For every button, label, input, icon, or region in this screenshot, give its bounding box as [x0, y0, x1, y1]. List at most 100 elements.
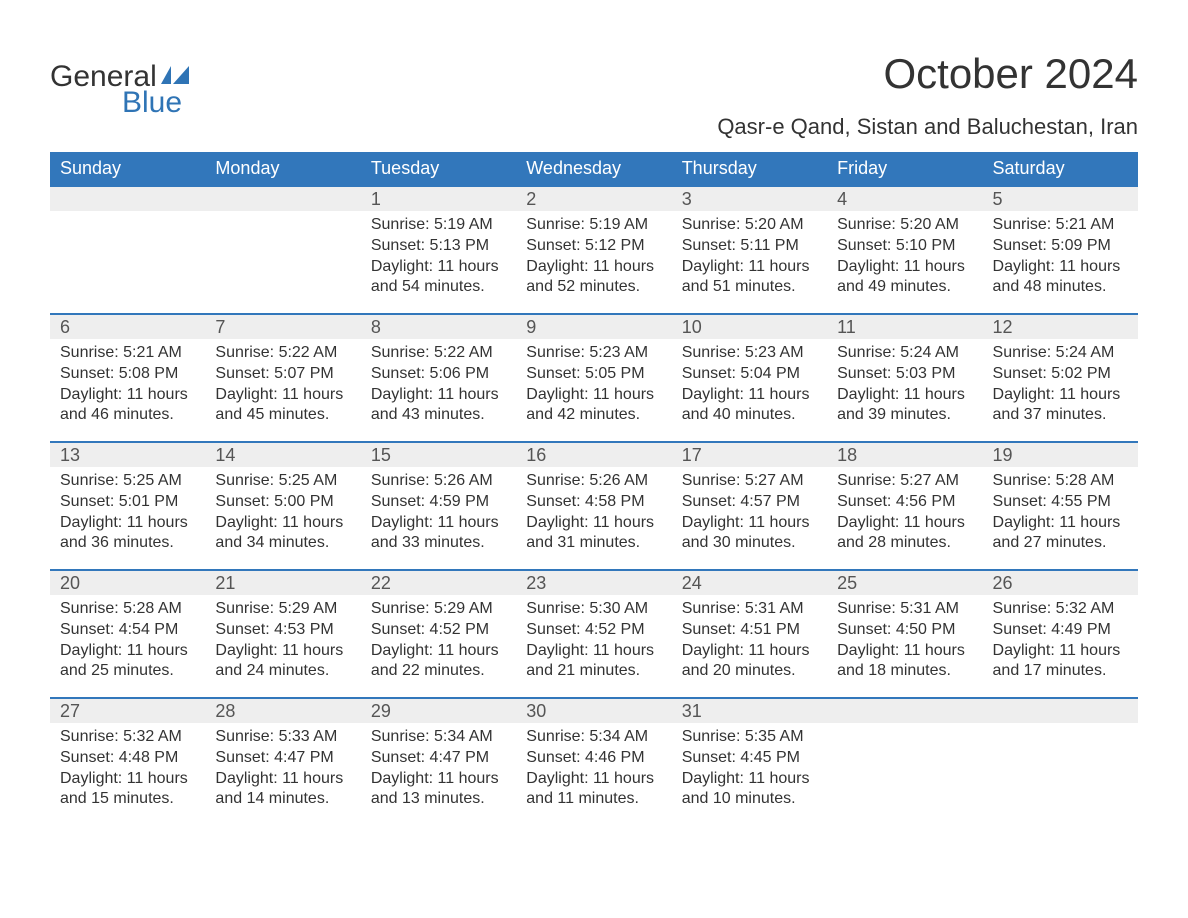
day-number: 1: [361, 187, 516, 211]
day-content: Sunrise: 5:28 AMSunset: 4:54 PMDaylight:…: [50, 595, 205, 690]
day-number: 18: [827, 443, 982, 467]
day-number: 11: [827, 315, 982, 339]
sunset-text: Sunset: 5:12 PM: [526, 236, 661, 257]
day-cell: 8Sunrise: 5:22 AMSunset: 5:06 PMDaylight…: [361, 315, 516, 441]
day-cell: [827, 699, 982, 825]
sunrise-text: Sunrise: 5:34 AM: [526, 727, 661, 748]
daylight-text: Daylight: 11 hours and 37 minutes.: [993, 385, 1128, 427]
daylight-text: Daylight: 11 hours and 33 minutes.: [371, 513, 506, 555]
day-cell: 30Sunrise: 5:34 AMSunset: 4:46 PMDayligh…: [516, 699, 671, 825]
day-cell: 12Sunrise: 5:24 AMSunset: 5:02 PMDayligh…: [983, 315, 1138, 441]
daylight-text: Daylight: 11 hours and 43 minutes.: [371, 385, 506, 427]
day-number: 29: [361, 699, 516, 723]
day-content: Sunrise: 5:29 AMSunset: 4:52 PMDaylight:…: [361, 595, 516, 690]
day-number: 20: [50, 571, 205, 595]
sunset-text: Sunset: 4:55 PM: [993, 492, 1128, 513]
day-number: 13: [50, 443, 205, 467]
day-header: Tuesday: [361, 152, 516, 185]
daylight-text: Daylight: 11 hours and 49 minutes.: [837, 257, 972, 299]
daylight-text: Daylight: 11 hours and 36 minutes.: [60, 513, 195, 555]
day-number: 2: [516, 187, 671, 211]
day-number: 10: [672, 315, 827, 339]
sunset-text: Sunset: 5:10 PM: [837, 236, 972, 257]
day-content: Sunrise: 5:24 AMSunset: 5:02 PMDaylight:…: [983, 339, 1138, 434]
day-content: Sunrise: 5:25 AMSunset: 5:01 PMDaylight:…: [50, 467, 205, 562]
sunset-text: Sunset: 5:01 PM: [60, 492, 195, 513]
day-cell: [50, 187, 205, 313]
daylight-text: Daylight: 11 hours and 10 minutes.: [682, 769, 817, 811]
sunset-text: Sunset: 4:59 PM: [371, 492, 506, 513]
day-cell: 26Sunrise: 5:32 AMSunset: 4:49 PMDayligh…: [983, 571, 1138, 697]
daylight-text: Daylight: 11 hours and 13 minutes.: [371, 769, 506, 811]
daylight-text: Daylight: 11 hours and 27 minutes.: [993, 513, 1128, 555]
daylight-text: Daylight: 11 hours and 24 minutes.: [215, 641, 350, 683]
day-cell: 25Sunrise: 5:31 AMSunset: 4:50 PMDayligh…: [827, 571, 982, 697]
day-content: Sunrise: 5:34 AMSunset: 4:47 PMDaylight:…: [361, 723, 516, 818]
sunrise-text: Sunrise: 5:26 AM: [526, 471, 661, 492]
day-content: Sunrise: 5:28 AMSunset: 4:55 PMDaylight:…: [983, 467, 1138, 562]
sunrise-text: Sunrise: 5:27 AM: [682, 471, 817, 492]
header: General Blue October 2024 Qasr-e Qand, S…: [50, 50, 1138, 140]
sunrise-text: Sunrise: 5:22 AM: [215, 343, 350, 364]
day-content: Sunrise: 5:33 AMSunset: 4:47 PMDaylight:…: [205, 723, 360, 818]
sunrise-text: Sunrise: 5:28 AM: [993, 471, 1128, 492]
day-number: [983, 699, 1138, 723]
day-content: Sunrise: 5:26 AMSunset: 4:59 PMDaylight:…: [361, 467, 516, 562]
day-content: Sunrise: 5:29 AMSunset: 4:53 PMDaylight:…: [205, 595, 360, 690]
day-cell: 19Sunrise: 5:28 AMSunset: 4:55 PMDayligh…: [983, 443, 1138, 569]
sunrise-text: Sunrise: 5:26 AM: [371, 471, 506, 492]
sunset-text: Sunset: 4:58 PM: [526, 492, 661, 513]
day-cell: 6Sunrise: 5:21 AMSunset: 5:08 PMDaylight…: [50, 315, 205, 441]
sunset-text: Sunset: 5:09 PM: [993, 236, 1128, 257]
sunrise-text: Sunrise: 5:21 AM: [993, 215, 1128, 236]
daylight-text: Daylight: 11 hours and 45 minutes.: [215, 385, 350, 427]
sunset-text: Sunset: 4:54 PM: [60, 620, 195, 641]
sunrise-text: Sunrise: 5:22 AM: [371, 343, 506, 364]
week-row: 6Sunrise: 5:21 AMSunset: 5:08 PMDaylight…: [50, 313, 1138, 441]
day-content: Sunrise: 5:24 AMSunset: 5:03 PMDaylight:…: [827, 339, 982, 434]
month-title: October 2024: [717, 50, 1138, 98]
day-cell: 27Sunrise: 5:32 AMSunset: 4:48 PMDayligh…: [50, 699, 205, 825]
day-cell: 28Sunrise: 5:33 AMSunset: 4:47 PMDayligh…: [205, 699, 360, 825]
sunrise-text: Sunrise: 5:20 AM: [682, 215, 817, 236]
sunrise-text: Sunrise: 5:27 AM: [837, 471, 972, 492]
daylight-text: Daylight: 11 hours and 42 minutes.: [526, 385, 661, 427]
sunset-text: Sunset: 4:50 PM: [837, 620, 972, 641]
sunrise-text: Sunrise: 5:23 AM: [526, 343, 661, 364]
day-number: 15: [361, 443, 516, 467]
daylight-text: Daylight: 11 hours and 18 minutes.: [837, 641, 972, 683]
sunset-text: Sunset: 5:11 PM: [682, 236, 817, 257]
sunset-text: Sunset: 5:05 PM: [526, 364, 661, 385]
day-cell: 20Sunrise: 5:28 AMSunset: 4:54 PMDayligh…: [50, 571, 205, 697]
sunset-text: Sunset: 4:57 PM: [682, 492, 817, 513]
day-headers: SundayMondayTuesdayWednesdayThursdayFrid…: [50, 152, 1138, 185]
day-content: Sunrise: 5:31 AMSunset: 4:51 PMDaylight:…: [672, 595, 827, 690]
sunrise-text: Sunrise: 5:35 AM: [682, 727, 817, 748]
sunset-text: Sunset: 4:53 PM: [215, 620, 350, 641]
day-number: 22: [361, 571, 516, 595]
sunset-text: Sunset: 4:46 PM: [526, 748, 661, 769]
day-number: 14: [205, 443, 360, 467]
day-content: Sunrise: 5:22 AMSunset: 5:06 PMDaylight:…: [361, 339, 516, 434]
sunset-text: Sunset: 4:47 PM: [371, 748, 506, 769]
day-cell: 14Sunrise: 5:25 AMSunset: 5:00 PMDayligh…: [205, 443, 360, 569]
sunset-text: Sunset: 4:51 PM: [682, 620, 817, 641]
sunrise-text: Sunrise: 5:25 AM: [215, 471, 350, 492]
day-cell: [983, 699, 1138, 825]
location: Qasr-e Qand, Sistan and Baluchestan, Ira…: [717, 114, 1138, 140]
day-header: Sunday: [50, 152, 205, 185]
day-header: Wednesday: [516, 152, 671, 185]
sunrise-text: Sunrise: 5:21 AM: [60, 343, 195, 364]
day-number: [205, 187, 360, 211]
sunset-text: Sunset: 4:56 PM: [837, 492, 972, 513]
day-content: Sunrise: 5:27 AMSunset: 4:57 PMDaylight:…: [672, 467, 827, 562]
daylight-text: Daylight: 11 hours and 25 minutes.: [60, 641, 195, 683]
sunrise-text: Sunrise: 5:28 AM: [60, 599, 195, 620]
daylight-text: Daylight: 11 hours and 22 minutes.: [371, 641, 506, 683]
sunrise-text: Sunrise: 5:32 AM: [60, 727, 195, 748]
day-number: 4: [827, 187, 982, 211]
day-number: 27: [50, 699, 205, 723]
day-number: 17: [672, 443, 827, 467]
logo: General Blue: [50, 50, 191, 120]
day-cell: 1Sunrise: 5:19 AMSunset: 5:13 PMDaylight…: [361, 187, 516, 313]
